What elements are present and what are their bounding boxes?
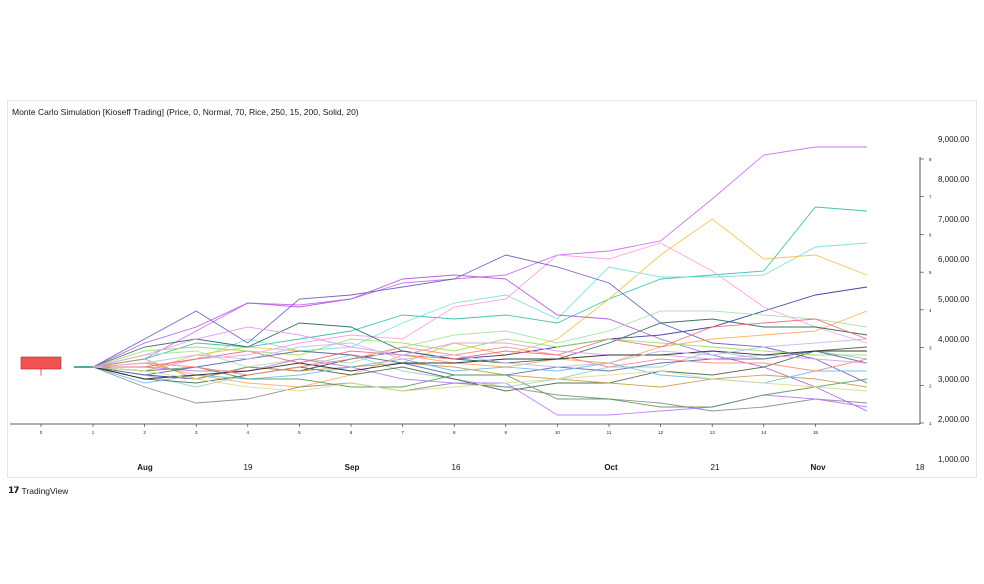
simulation-path-26 bbox=[92, 366, 868, 392]
x-tick-label: 1 bbox=[92, 430, 95, 435]
y2-tick-label: 6 bbox=[929, 232, 932, 237]
x-tick-label: 13 bbox=[710, 430, 716, 435]
simulation-path-14 bbox=[93, 358, 868, 416]
simulation-path-22 bbox=[92, 366, 868, 408]
y-tick-label: 9,000.00 bbox=[938, 135, 970, 144]
x-tick-label: 11 bbox=[607, 430, 612, 435]
y2-tick-label: 3 bbox=[929, 346, 932, 351]
simulation-path-20 bbox=[92, 326, 868, 368]
simulation-path-9 bbox=[92, 310, 868, 368]
x-tick-label: 4 bbox=[247, 430, 250, 435]
tradingview-brand[interactable]: 𝟭𝟳 TradingView bbox=[8, 485, 68, 496]
simulation-path-25 bbox=[92, 338, 868, 368]
x-tick-label: 9 bbox=[505, 430, 508, 435]
candle-body bbox=[20, 356, 62, 370]
y2-tick-label: 2 bbox=[929, 383, 932, 388]
x-tick-label: 8 bbox=[453, 430, 456, 435]
y-tick-label: 7,000.00 bbox=[938, 215, 970, 224]
y2-tick-label: 7 bbox=[929, 195, 932, 200]
y-tick-label: 8,000.00 bbox=[938, 175, 970, 184]
x-tick-label: 15 bbox=[813, 430, 819, 435]
simulation-path-6 bbox=[92, 242, 868, 372]
simulation-path-23 bbox=[92, 350, 867, 380]
simulation-path-24 bbox=[92, 346, 868, 376]
tradingview-logo-icon: 𝟭𝟳 bbox=[8, 485, 19, 495]
y2-tick-label: 8 bbox=[929, 157, 932, 162]
y-tick-label: 3,000.00 bbox=[938, 375, 970, 384]
x-tick-label: 5 bbox=[298, 430, 301, 435]
simulation-path-8 bbox=[92, 274, 868, 412]
brand-label: TradingView bbox=[21, 485, 69, 496]
x-tick-label: 14 bbox=[761, 430, 767, 435]
x-tick-label: 3 bbox=[195, 430, 198, 435]
x-tick-label: 7 bbox=[401, 430, 404, 435]
simulation-path-7 bbox=[92, 254, 868, 384]
x-tick-label: 0 bbox=[40, 430, 43, 435]
date-tick-label: Oct bbox=[604, 463, 618, 472]
date-tick-label: Aug bbox=[137, 463, 153, 472]
y-tick-label: 2,000.00 bbox=[938, 415, 970, 424]
date-tick-label: 18 bbox=[916, 463, 925, 472]
x-tick-label: 2 bbox=[143, 430, 146, 435]
date-tick-label: Nov bbox=[810, 463, 826, 472]
chart-title: Monte Carlo Simulation [Kioseff Trading]… bbox=[12, 107, 359, 117]
simulation-path-18 bbox=[92, 338, 867, 368]
y-tick-label: 1,000.00 bbox=[938, 455, 970, 464]
simulation-path-4 bbox=[92, 218, 868, 372]
y2-tick-label: 5 bbox=[929, 270, 932, 275]
y-tick-label: 4,000.00 bbox=[938, 335, 970, 344]
y-tick-label: 5,000.00 bbox=[938, 295, 970, 304]
date-tick-label: 19 bbox=[244, 463, 253, 472]
date-tick-label: Sep bbox=[345, 463, 360, 472]
x-tick-label: 6 bbox=[350, 430, 353, 435]
chart-frame bbox=[7, 100, 977, 478]
x-tick-label: 10 bbox=[555, 430, 561, 435]
date-tick-label: 21 bbox=[711, 463, 720, 472]
x-tick-label: 12 bbox=[658, 430, 664, 435]
simulation-path-16 bbox=[93, 318, 868, 368]
date-tick-label: 16 bbox=[452, 463, 461, 472]
simulation-path-1 bbox=[92, 146, 867, 368]
simulation-path-2 bbox=[92, 206, 868, 368]
y2-tick-label: 1 bbox=[929, 421, 932, 426]
y2-tick-label: 4 bbox=[929, 308, 932, 313]
y-tick-label: 6,000.00 bbox=[938, 255, 970, 264]
